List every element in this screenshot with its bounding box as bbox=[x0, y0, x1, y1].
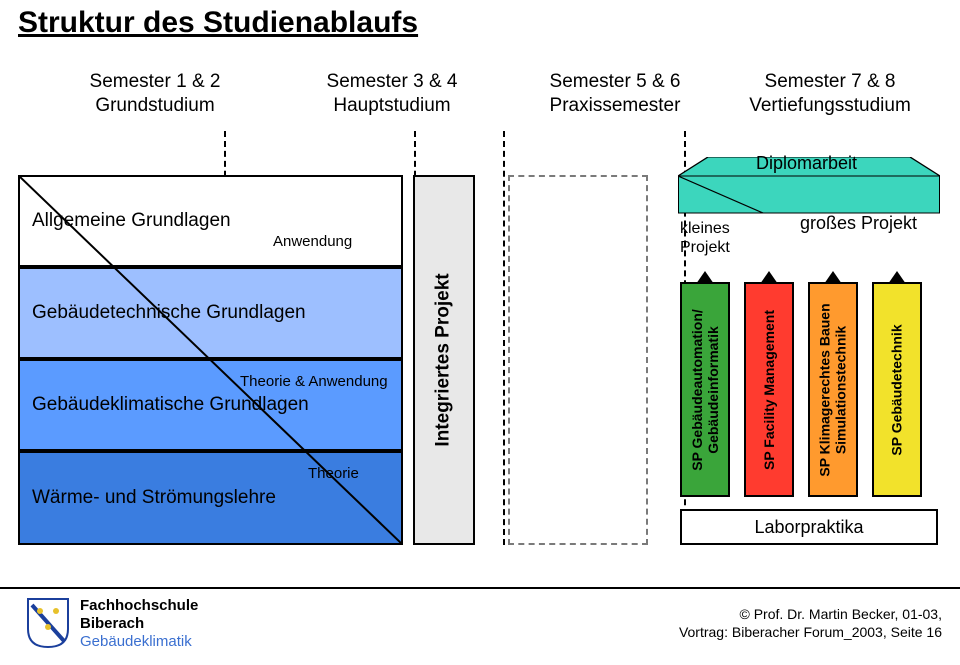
semester-header: Semester 3 & 4Hauptstudium bbox=[292, 70, 492, 118]
institution-block: Fachhochschule Biberach Gebäudeklimatik bbox=[80, 597, 198, 651]
sp-bar: SP Gebäudetechnik bbox=[872, 282, 922, 497]
block-allgemeine-label: Allgemeine Grundlagen bbox=[32, 210, 231, 232]
sp-bar-label: SP Klimagerechtes BauenSimulationstechni… bbox=[817, 303, 849, 476]
footer-divider bbox=[0, 587, 960, 589]
sp-bar-label: SP Gebäudetechnik bbox=[889, 324, 905, 455]
sp-bar: SP Facility Management bbox=[744, 282, 794, 497]
column-divider bbox=[503, 131, 505, 545]
laborpraktika-box: Laborpraktika bbox=[680, 509, 938, 545]
page-title: Struktur des Studienablaufs bbox=[18, 6, 418, 40]
label-theorie-anwendung: Theorie & Anwendung bbox=[240, 373, 388, 390]
up-arrow-icon bbox=[824, 271, 842, 284]
credit-line1: © Prof. Dr. Martin Becker, 01-03, bbox=[679, 605, 942, 623]
diplomarbeit-label: Diplomarbeit bbox=[756, 153, 857, 174]
block-gebt-label: Gebäudetechnische Grundlagen bbox=[32, 302, 306, 324]
block-warm-label: Wärme- und Strömungslehre bbox=[32, 487, 276, 509]
credit-block: © Prof. Dr. Martin Becker, 01-03, Vortra… bbox=[679, 605, 942, 641]
up-arrow-icon bbox=[888, 271, 906, 284]
praxis-placeholder bbox=[508, 175, 648, 545]
integriertes-projekt-label: Integriertes Projekt bbox=[433, 273, 455, 446]
semester-header: Semester 1 & 2Grundstudium bbox=[55, 70, 255, 118]
sp-bar-label: SP Facility Management bbox=[761, 309, 777, 469]
fh-line3: Gebäudeklimatik bbox=[80, 633, 198, 651]
up-arrow-icon bbox=[760, 271, 778, 284]
footer: Fachhochschule Biberach Gebäudeklimatik … bbox=[0, 587, 960, 665]
sp-bar-label: SP Gebäudeautomation/Gebäudeinformatik bbox=[689, 309, 721, 471]
sp-bar: SP Klimagerechtes BauenSimulationstechni… bbox=[808, 282, 858, 497]
block-gebk-label: Gebäudeklimatische Grundlagen bbox=[32, 394, 309, 416]
up-arrow-icon bbox=[696, 271, 714, 284]
grosses-projekt-label: großes Projekt bbox=[800, 213, 917, 234]
integriertes-projekt-column: Integriertes Projekt bbox=[413, 175, 475, 545]
sp-bar: SP Gebäudeautomation/Gebäudeinformatik bbox=[680, 282, 730, 497]
fh-line2: Biberach bbox=[80, 615, 198, 633]
semester-header: Semester 7 & 8Vertiefungsstudium bbox=[720, 70, 940, 118]
block-allgemeine: Allgemeine Grundlagen bbox=[18, 175, 403, 267]
block-gebaeudetechnische: Gebäudetechnische Grundlagen bbox=[18, 267, 403, 359]
crest-icon bbox=[26, 597, 70, 649]
semester-header: Semester 5 & 6Praxissemester bbox=[515, 70, 715, 118]
credit-line2: Vortrag: Biberacher Forum_2003, Seite 16 bbox=[679, 623, 942, 641]
label-anwendung: Anwendung bbox=[273, 233, 352, 250]
semester-headers: Semester 1 & 2Grundstudium Semester 3 & 4… bbox=[30, 70, 930, 130]
diagram-area: Allgemeine Grundlagen Gebäudetechnische … bbox=[18, 175, 942, 545]
laborpraktika-label: Laborpraktika bbox=[754, 517, 863, 538]
sp-bars: SP Gebäudeautomation/Gebäudeinformatik SP… bbox=[680, 282, 940, 502]
kleines-projekt-label: kleinesProjekt bbox=[680, 219, 730, 257]
label-theorie: Theorie bbox=[308, 465, 359, 482]
fh-line1: Fachhochschule bbox=[80, 597, 198, 615]
